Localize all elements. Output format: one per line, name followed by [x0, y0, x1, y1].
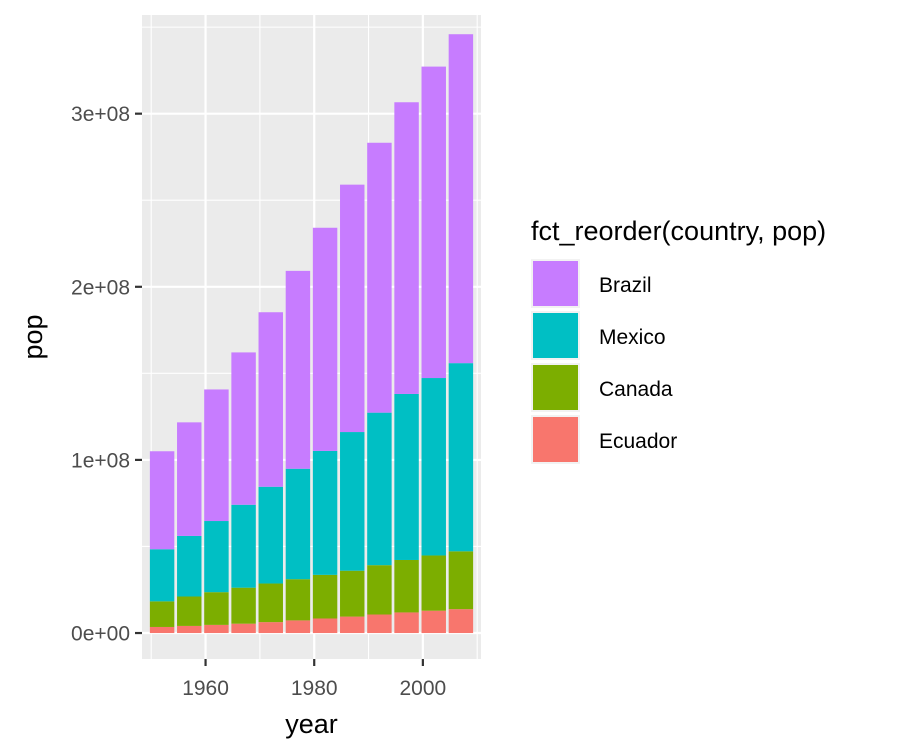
bar-segment-ecuador-1977 — [285, 620, 311, 634]
bar-segment-canada-1977 — [285, 579, 311, 621]
bar-segment-mexico-1967 — [231, 504, 256, 588]
bar-segment-ecuador-1967 — [231, 623, 256, 634]
x-tick-label: 2000 — [400, 677, 447, 700]
bar-segment-brazil-2007 — [448, 34, 474, 364]
bar-segment-ecuador-1972 — [258, 622, 283, 634]
x-tick-label: 1980 — [291, 677, 338, 700]
bar-segment-mexico-1952 — [149, 549, 175, 602]
bar-segment-brazil-1987 — [340, 184, 365, 433]
bar-segment-brazil-1962 — [204, 389, 229, 522]
bar-segment-mexico-1977 — [285, 468, 311, 580]
legend-keys: Brazil Mexico Canada Ecuador — [531, 259, 677, 464]
legend-label-ecuador: Ecuador — [599, 430, 677, 453]
bar-segment-mexico-1997 — [394, 393, 419, 560]
x-tick-label: 1960 — [182, 677, 229, 700]
bar-segment-canada-1997 — [394, 559, 419, 613]
bar-segment-ecuador-1957 — [177, 625, 202, 634]
legend-swatch-canada — [533, 365, 578, 410]
y-tick-label: 2e+08 — [71, 276, 130, 299]
bar-segment-mexico-1987 — [340, 432, 365, 571]
bar-segment-brazil-2002 — [421, 66, 446, 379]
legend-swatch-ecuador — [533, 417, 578, 462]
bar-segment-ecuador-1987 — [340, 616, 365, 634]
bar-segment-canada-1972 — [258, 583, 283, 623]
bar-segment-mexico-1957 — [177, 535, 202, 597]
bar-segment-brazil-1972 — [258, 312, 283, 487]
y-tick-label: 0e+00 — [71, 623, 130, 646]
legend-label-mexico: Mexico — [599, 326, 666, 349]
legend-label-canada: Canada — [599, 378, 673, 401]
bar-segment-canada-2002 — [421, 555, 446, 611]
bar-segment-canada-1992 — [367, 565, 392, 615]
x-axis-title: year — [285, 709, 338, 739]
legend-title: fct_reorder(country, pop) — [531, 216, 826, 246]
bar-segment-ecuador-2007 — [448, 609, 474, 634]
bar-segment-ecuador-1952 — [149, 626, 175, 634]
bar-segment-brazil-1977 — [285, 270, 311, 469]
bar-segment-canada-1982 — [312, 574, 338, 619]
x-axis: 1960 1980 2000 — [182, 659, 446, 700]
y-axis: 0e+00 1e+08 2e+08 3e+08 — [71, 103, 142, 646]
bar-segment-mexico-1962 — [204, 521, 229, 593]
bar-segment-canada-2007 — [448, 551, 474, 610]
bar-segment-brazil-1967 — [231, 352, 256, 505]
legend-label-brazil: Brazil — [599, 274, 652, 297]
bar-segment-ecuador-1997 — [394, 612, 419, 634]
bar-segment-canada-1967 — [231, 587, 256, 624]
bar-segment-ecuador-1962 — [204, 624, 229, 634]
bar-segment-brazil-1952 — [149, 451, 175, 550]
bar-segment-canada-1952 — [149, 601, 175, 627]
bar-segment-mexico-1982 — [312, 450, 338, 575]
bar-segment-canada-1962 — [204, 592, 229, 625]
bar-segment-brazil-1982 — [312, 227, 338, 451]
bars-layer — [149, 34, 474, 634]
bar-segment-mexico-1992 — [367, 412, 392, 566]
legend: fct_reorder(country, pop) Brazil Mexico Ca… — [531, 216, 826, 464]
y-axis-title: pop — [18, 314, 48, 359]
bar-segment-brazil-1957 — [177, 422, 202, 536]
bar-segment-canada-1957 — [177, 596, 202, 626]
legend-swatch-brazil — [533, 261, 578, 306]
bar-segment-ecuador-1982 — [312, 618, 338, 634]
bar-segment-mexico-2002 — [421, 378, 446, 556]
y-tick-label: 1e+08 — [71, 449, 130, 472]
bar-segment-brazil-1992 — [367, 142, 392, 413]
bar-segment-ecuador-2002 — [421, 610, 446, 634]
bar-segment-mexico-1972 — [258, 486, 283, 584]
bar-segment-canada-1987 — [340, 570, 365, 617]
y-tick-label: 3e+08 — [71, 103, 130, 126]
bar-segment-brazil-1997 — [394, 102, 419, 394]
legend-swatch-mexico — [533, 313, 578, 358]
bar-segment-ecuador-1992 — [367, 614, 392, 634]
bar-segment-mexico-2007 — [448, 363, 474, 552]
